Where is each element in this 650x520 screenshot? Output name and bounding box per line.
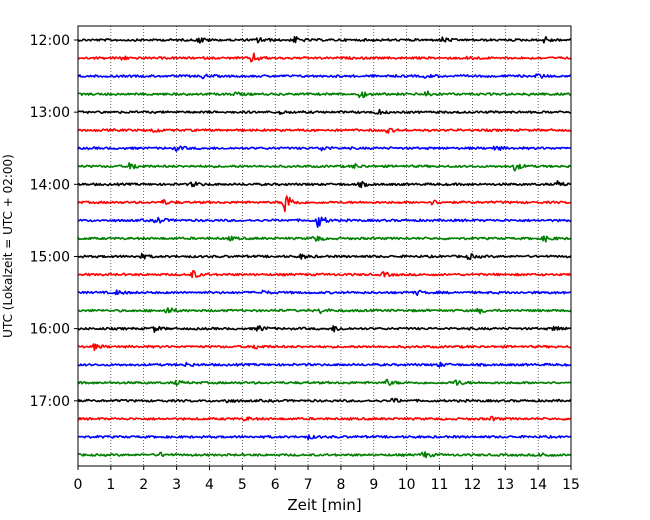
trace-row xyxy=(77,216,572,229)
trace-row xyxy=(77,235,572,243)
x-tick-label: 14 xyxy=(529,477,547,493)
trace-row xyxy=(77,90,572,99)
trace-row xyxy=(77,52,572,63)
x-axis: 0 1 2 3 4 5 6 7 8 9 10 11 12 13 14 15 xyxy=(74,466,580,493)
y-axis-label: UTC (Lokalzeit = UTC + 02:00) xyxy=(1,154,15,338)
trace-row xyxy=(77,361,572,368)
x-tick-label: 5 xyxy=(238,477,247,493)
trace-row xyxy=(77,162,572,172)
trace-row xyxy=(77,325,572,334)
y-tick-label: 15:00 xyxy=(30,249,70,265)
x-tick-label: 2 xyxy=(139,477,148,493)
x-tick-label: 9 xyxy=(369,477,378,493)
trace-row xyxy=(77,195,572,213)
x-tick-label: 13 xyxy=(496,477,514,493)
x-tick-label: 7 xyxy=(304,477,313,493)
trace-row xyxy=(77,451,572,459)
grid xyxy=(110,26,539,466)
trace-row xyxy=(77,73,572,80)
trace-row xyxy=(77,307,572,315)
x-axis-label: Zeit [min] xyxy=(287,496,361,514)
trace-row xyxy=(77,343,572,352)
plot-frame xyxy=(77,25,572,467)
trace-row xyxy=(77,127,572,134)
x-tick-label: 1 xyxy=(106,477,115,493)
trace-row xyxy=(77,108,572,116)
x-tick-label: 6 xyxy=(271,477,280,493)
seismic-traces xyxy=(77,35,572,459)
x-tick-label: 15 xyxy=(562,477,580,493)
trace-row xyxy=(77,145,572,152)
trace-row xyxy=(77,378,572,387)
x-tick-label: 11 xyxy=(431,477,449,493)
trace-row xyxy=(77,434,572,441)
x-tick-label: 12 xyxy=(463,477,481,493)
x-tick-label: 4 xyxy=(205,477,214,493)
trace-row xyxy=(77,397,572,404)
trace-row xyxy=(77,289,572,297)
trace-row xyxy=(77,252,572,261)
trace-row xyxy=(77,269,572,279)
y-tick-label: 12:00 xyxy=(30,33,70,49)
trace-row xyxy=(77,415,572,422)
y-tick-label: 14:00 xyxy=(30,177,70,193)
y-tick-label: 13:00 xyxy=(30,105,70,121)
x-tick-label: 3 xyxy=(172,477,181,493)
y-axis: 12:00 13:00 14:00 15:00 16:00 17:00 xyxy=(30,33,78,410)
x-tick-label: 0 xyxy=(74,477,83,493)
x-tick-label: 10 xyxy=(398,477,416,493)
x-tick-label: 8 xyxy=(336,477,345,493)
trace-row xyxy=(77,180,572,189)
y-tick-label: 17:00 xyxy=(30,394,70,410)
y-tick-label: 16:00 xyxy=(30,322,70,338)
trace-row xyxy=(77,35,572,44)
